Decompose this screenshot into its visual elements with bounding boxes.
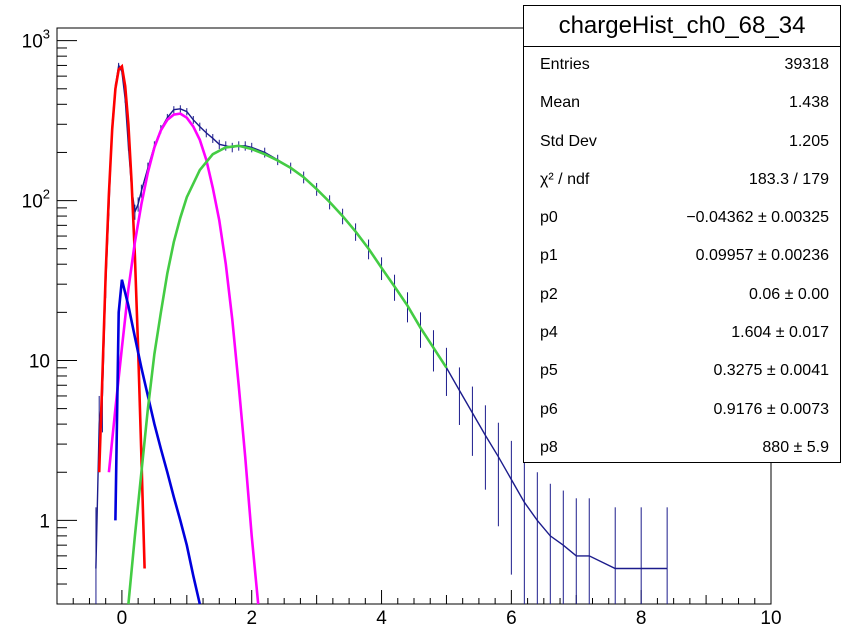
- stats-label: p1: [540, 247, 558, 265]
- stats-row-p5: p5 0.3275 ± 0.0041: [524, 353, 840, 391]
- stats-label: p2: [540, 285, 558, 303]
- stats-row-p8: p8 880 ± 5.9: [524, 430, 840, 468]
- stats-value: 183.3 / 179: [748, 170, 829, 188]
- stats-row-p0: p0 −0.04362 ± 0.00325: [524, 200, 840, 238]
- stats-value: 880 ± 5.9: [762, 438, 829, 456]
- stats-label: p6: [540, 400, 558, 418]
- stats-row-p2: p2 0.06 ± 0.00: [524, 277, 840, 315]
- fit-curves: [97, 63, 448, 605]
- stats-title: chargeHist_ch0_68_34: [524, 6, 840, 47]
- x-tick-label: 4: [376, 608, 387, 629]
- y-tick-exponent: 3: [43, 27, 50, 42]
- stats-value: 0.3275 ± 0.0041: [713, 362, 829, 380]
- stats-row-p1: p1 0.09957 ± 0.00236: [524, 238, 840, 276]
- stats-value: 0.09957 ± 0.00236: [695, 247, 829, 265]
- fit-curve: [127, 144, 448, 605]
- stats-row-p6: p6 0.9176 ± 0.0073: [524, 392, 840, 430]
- y-tick-base: 10: [22, 192, 43, 213]
- y-tick-label: 10: [29, 351, 50, 372]
- x-tick-label: 10: [760, 608, 781, 629]
- stats-value: 1.438: [788, 94, 829, 112]
- stats-label: Entries: [540, 56, 590, 73]
- fit-curve: [97, 63, 146, 569]
- stats-label: p8: [540, 438, 558, 456]
- y-tick-base: 10: [22, 32, 43, 53]
- stats-row-entries: Entries 39318: [524, 47, 840, 85]
- stats-label: Mean: [540, 94, 581, 112]
- y-tick-label: 103: [22, 27, 50, 53]
- x-tick-label: 8: [636, 608, 647, 629]
- stats-row-mean: Mean 1.438: [524, 85, 840, 123]
- stats-row-std-dev: Std Dev 1.205: [524, 124, 840, 162]
- fit-curve: [114, 279, 202, 605]
- x-axis-ticks: 0 2 4 6 8 10: [56, 590, 782, 629]
- y-tick-label: 102: [22, 187, 50, 213]
- y-tick-base: 1: [39, 511, 50, 532]
- y-tick-exponent: 2: [43, 187, 50, 202]
- stats-row-p4: p4 1.604 ± 0.017: [524, 315, 840, 353]
- stats-label: χ² / ndf: [540, 170, 590, 188]
- stats-label: p0: [540, 209, 558, 227]
- y-tick-label: 1: [39, 511, 50, 532]
- x-tick-label: 6: [506, 608, 517, 629]
- stats-label: Std Dev: [540, 132, 597, 150]
- y-tick-base: 10: [29, 351, 50, 372]
- stats-box: chargeHist_ch0_68_34 Entries 39318 Mean …: [523, 5, 841, 463]
- stats-label: p4: [540, 324, 558, 342]
- stats-value: −0.04362 ± 0.00325: [686, 209, 829, 227]
- x-tick-label: 2: [246, 608, 257, 629]
- stats-value: 1.205: [788, 132, 829, 150]
- stats-value: 0.9176 ± 0.0073: [713, 400, 829, 418]
- x-tick-label: 0: [117, 608, 128, 629]
- stats-value: 39318: [784, 56, 830, 73]
- stats-value: 0.06 ± 0.00: [749, 285, 829, 303]
- stats-label: p5: [540, 362, 558, 380]
- stats-row-chi2-ndf: χ² / ndf 183.3 / 179: [524, 162, 840, 200]
- stats-value: 1.604 ± 0.017: [731, 324, 829, 342]
- fit-curve: [107, 112, 260, 605]
